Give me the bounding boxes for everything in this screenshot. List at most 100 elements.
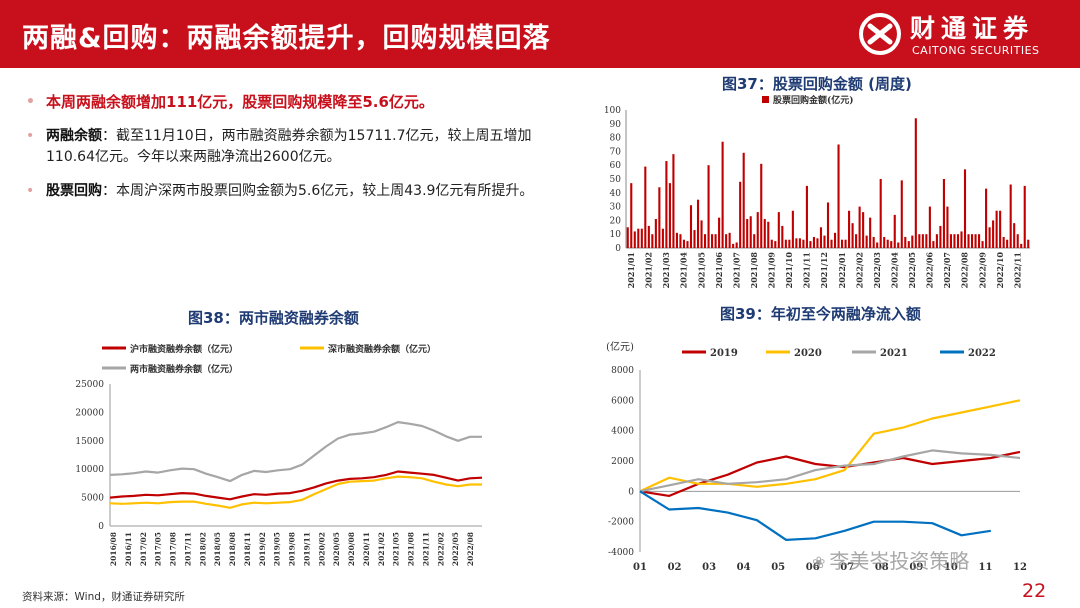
x-tick-label: 2022/01 xyxy=(837,252,847,288)
page-number: 22 xyxy=(1022,580,1047,602)
bar xyxy=(974,234,977,248)
x-tick-label: 2021/09 xyxy=(767,252,777,289)
x-tick-label: 2021/08 xyxy=(407,532,416,566)
bar xyxy=(1009,184,1012,248)
bullet-margin-balance: • 两融余额：截至11月10日，两市融资融券余额为15711.7亿元，较上周五增… xyxy=(26,126,546,168)
bar xyxy=(830,239,833,248)
bar xyxy=(1023,185,1026,248)
x-tick-label: 2019/05 xyxy=(273,532,282,566)
x-tick-label: 06 xyxy=(806,562,820,573)
series-line- xyxy=(109,420,482,483)
bar xyxy=(928,206,931,248)
x-tick-label: 2021/10 xyxy=(784,252,794,289)
x-tick-label: 2022/05 xyxy=(907,252,917,288)
bar xyxy=(672,154,675,248)
y-tick-label: 4000 xyxy=(611,427,634,437)
header-bar: 两融&回购：两融余额提升，回购规模回落 财通证券 CAITONG SECURIT… xyxy=(0,0,1080,68)
bullet-headline: • 本周两融余额增加111亿元，股票回购规模降至5.6亿元。 xyxy=(26,92,546,113)
y-tick-label: 20000 xyxy=(75,408,104,418)
y-tick-label: 25000 xyxy=(75,380,104,390)
bar xyxy=(742,152,745,248)
bar xyxy=(914,118,917,248)
series-line-2020 xyxy=(639,399,1021,493)
bar xyxy=(819,227,823,248)
bar xyxy=(865,235,868,248)
y-tick-label: 20 xyxy=(610,216,622,226)
bar xyxy=(921,234,924,248)
series-line- xyxy=(109,475,482,509)
fig37-chart: 0 10 20 30 40 50 60 70 80 90 100 2021/01 2021/02 2021… xyxy=(604,94,1030,289)
brand-name-cn: 财通证券 xyxy=(910,14,1035,43)
series-line- xyxy=(109,470,483,501)
bar xyxy=(988,227,991,248)
page-title: 两融&回购：两融余额提升，回购规模回落 xyxy=(22,23,551,54)
bar xyxy=(654,219,657,248)
y-tick-label: 8000 xyxy=(611,366,634,376)
x-tick-label: 07 xyxy=(840,562,854,573)
bar xyxy=(777,212,780,248)
bar xyxy=(784,239,787,248)
legend-swatch xyxy=(762,96,769,103)
x-tick-label: 11 xyxy=(978,562,992,573)
x-tick-label: 2021/07 xyxy=(731,252,741,288)
x-tick-label: 2017/11 xyxy=(183,532,192,566)
x-tick-label: 2017/02 xyxy=(139,532,148,566)
bar xyxy=(995,210,998,248)
legend-label: 2019 xyxy=(710,348,738,359)
y-tick-label: -4000 xyxy=(608,548,634,558)
x-tick-label: 2022/05 xyxy=(451,532,460,566)
bar xyxy=(999,210,1002,248)
x-tick-label: 2021/02 xyxy=(644,252,654,288)
x-tick-label: 2021/03 xyxy=(661,252,671,289)
y-tick-label: 0 xyxy=(615,244,621,254)
bar xyxy=(640,228,643,248)
bar xyxy=(876,242,879,248)
bar xyxy=(840,239,844,248)
series-line-2021 xyxy=(639,449,1021,493)
bar xyxy=(700,220,703,248)
fig39-title: 图39：年初至今两融净流入额 xyxy=(720,305,921,323)
watermark: ❀ 李美岑投资策略 xyxy=(812,545,969,574)
legend-label: 两市融资融券余额（亿元） xyxy=(130,363,238,375)
bullet-text: ：截至11月10日，两市融资融券余额为15711.7亿元，较上周五增加110.6… xyxy=(46,128,532,165)
bar xyxy=(886,239,889,248)
bar xyxy=(893,214,896,248)
x-tick-label: 01 xyxy=(633,562,647,573)
bar xyxy=(721,141,724,248)
bar xyxy=(661,228,664,248)
bar xyxy=(725,234,728,248)
x-tick-label: 2016/11 xyxy=(124,532,133,566)
legend-label: 2022 xyxy=(968,348,996,359)
bar xyxy=(795,238,798,248)
y-tick-label: 60 xyxy=(610,161,622,171)
bar xyxy=(844,239,847,248)
caitong-logo-icon xyxy=(859,13,901,55)
bar xyxy=(883,236,886,248)
bar xyxy=(735,242,738,248)
bar xyxy=(693,230,696,248)
x-tick-label: 2019/11 xyxy=(302,532,311,566)
fig39-chart: -4000 -2000 0 2000 4000 6000 8000 01 02 03 04 05 06 0… xyxy=(606,340,1027,573)
legend-label: 股票回购金额(亿元) xyxy=(773,94,854,106)
x-tick-label: 2021/11 xyxy=(421,532,430,566)
bullet-label: 股票回购 xyxy=(46,183,102,199)
x-tick-label: 04 xyxy=(737,562,751,573)
bar xyxy=(960,231,963,248)
source-note: 资料来源：Wind，财通证券研究所 xyxy=(22,591,185,603)
bar xyxy=(651,234,654,248)
y-tick-label: 70 xyxy=(610,147,622,157)
x-tick-label: 2017/05 xyxy=(154,532,163,566)
summary-bullets: • 本周两融余额增加111亿元，股票回购规模降至5.6亿元。 • 两融余额：截至… xyxy=(26,92,546,215)
bar xyxy=(946,206,949,248)
bar xyxy=(833,232,837,248)
bar xyxy=(848,210,851,248)
x-tick-label: 2022/04 xyxy=(889,252,899,289)
y-tick-label: 0 xyxy=(628,487,634,497)
bar xyxy=(707,165,710,248)
bar xyxy=(963,169,967,248)
bar xyxy=(967,234,970,248)
bar xyxy=(932,241,935,248)
bullet-dot-icon: • xyxy=(26,128,35,144)
bar xyxy=(826,202,830,248)
legend-label: 沪市融资融券余额（亿元） xyxy=(130,343,238,355)
